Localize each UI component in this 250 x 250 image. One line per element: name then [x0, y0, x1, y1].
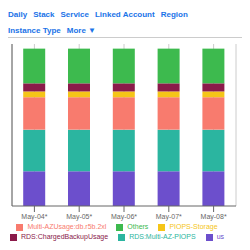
html-text:RDS:Multi-AZ-PIOPS: RDS:Multi-AZ-PIOPS	[129, 233, 196, 240]
svg-text:May-04*: May-04*	[21, 213, 47, 221]
html-text:Linked Account: Linked Account	[95, 10, 155, 20]
html-text:Region: Region	[160, 10, 188, 20]
html-text:RDS:ChargedBackupUsage: RDS:ChargedBackupUsage	[21, 233, 109, 240]
svg-text:May-08*: May-08*	[201, 213, 227, 221]
html-text:Others: Others	[127, 223, 149, 230]
html-text:us: us	[216, 233, 224, 240]
html-text:Instance Type: Instance Type	[8, 25, 61, 35]
html-text:Service: Service	[60, 10, 89, 20]
html-text:PIOPS-Storage: PIOPS-Storage	[169, 223, 218, 230]
html-text:Multi-AZUsage:db.r5b.2xl: Multi-AZUsage:db.r5b.2xl	[27, 223, 107, 230]
html-text:More ▼: More ▼	[66, 25, 96, 35]
html-text:Stack: Stack	[33, 10, 55, 20]
svg-text:May-06*: May-06*	[111, 213, 137, 221]
html-text:Daily: Daily	[8, 10, 28, 20]
svg-text:May-07*: May-07*	[156, 213, 182, 221]
svg-text:May-05*: May-05*	[66, 213, 92, 221]
